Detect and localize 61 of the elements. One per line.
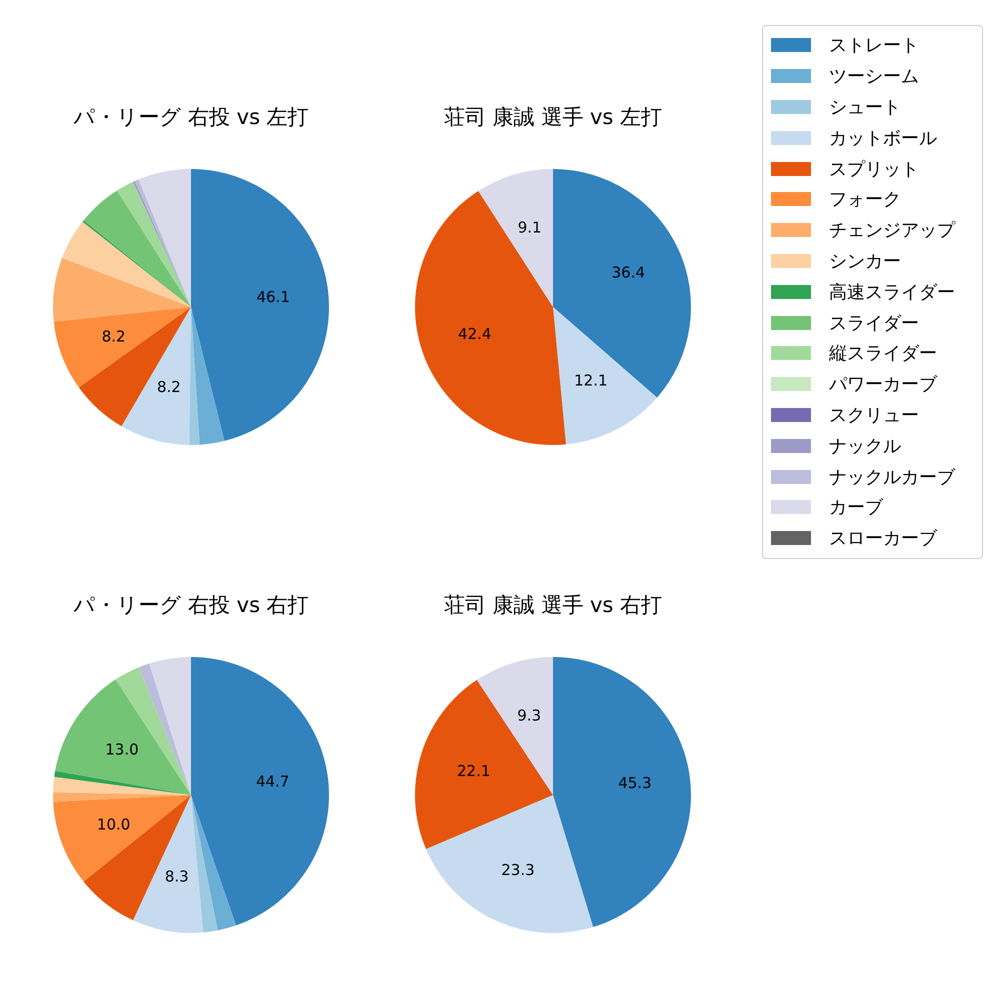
data-label: 23.3 (501, 861, 535, 880)
pie-slice (553, 169, 691, 398)
data-label: 8.3 (164, 868, 189, 886)
data-label: 8.2 (156, 378, 181, 396)
pie-slice (478, 169, 553, 307)
legend-label: ナックルカーブ (829, 466, 955, 489)
pie-slice (191, 307, 224, 445)
legend-label: スライダー (829, 312, 919, 335)
legend-label: シュート (829, 96, 901, 119)
pie-slice (415, 190, 566, 445)
data-label: 13.0 (105, 740, 139, 758)
data-label: 44.7 (256, 772, 290, 790)
data-label: 36.4 (612, 264, 646, 282)
legend-label: ツーシーム (829, 65, 919, 88)
pie-slice (78, 307, 191, 426)
pie-slice (53, 258, 191, 322)
legend-label: ナックル (829, 434, 901, 458)
chart-title: パ・リーグ 右投 vs 右打 (72, 592, 310, 619)
legend-label: チェンジアップ (829, 219, 955, 242)
legend-label: シンカー (829, 250, 901, 273)
pie-slice (191, 169, 329, 441)
data-label: 42.4 (458, 325, 492, 344)
pie-slice (53, 795, 191, 882)
legend-label: ストレート (829, 34, 919, 58)
legend-label: スクリュー (829, 404, 919, 427)
legend-label: スプリット (829, 158, 919, 181)
pie-slice (415, 680, 553, 850)
data-label: 46.1 (256, 288, 290, 306)
pie-slice (55, 679, 191, 795)
pie-slice (426, 795, 594, 933)
legend-label: パワーカーブ (829, 373, 937, 396)
data-label: 9.1 (518, 218, 542, 237)
pie-slice (54, 770, 191, 795)
legend-label: フォーク (829, 188, 901, 212)
pie-slice (138, 663, 191, 795)
data-label: 9.3 (517, 706, 542, 725)
pie-slice (84, 190, 191, 307)
pie-slice (553, 307, 658, 444)
chart-title: 荘司 康誠 選手 vs 右打 (442, 592, 664, 619)
legend-label: カットボール (829, 126, 937, 150)
legend-label: スローカーブ (829, 527, 937, 550)
data-label: 22.1 (457, 762, 490, 780)
data-label: 8.2 (102, 328, 126, 346)
data-label: 10.0 (96, 816, 130, 834)
pie-slice (53, 776, 191, 795)
legend-label: カーブ (829, 496, 883, 520)
pie-slice (133, 795, 204, 933)
legend-label: 縦スライダー (829, 342, 937, 366)
pie-slice (553, 657, 691, 928)
data-label: 12.1 (574, 372, 608, 390)
pie-slice (117, 182, 191, 307)
legend-label: 高速スライダー (829, 280, 955, 304)
data-label: 45.3 (618, 774, 652, 792)
pie-slice (191, 657, 329, 926)
pie-slice (191, 795, 236, 930)
pie-slice (191, 795, 218, 932)
text: パ・リーグ 右投 vs 左打 (72, 104, 310, 131)
pie-slice (84, 795, 191, 920)
pie-slice (149, 657, 191, 795)
chart-title: 荘司 康誠 選手 vs 左打 (442, 104, 664, 131)
pie-slice (62, 222, 191, 307)
